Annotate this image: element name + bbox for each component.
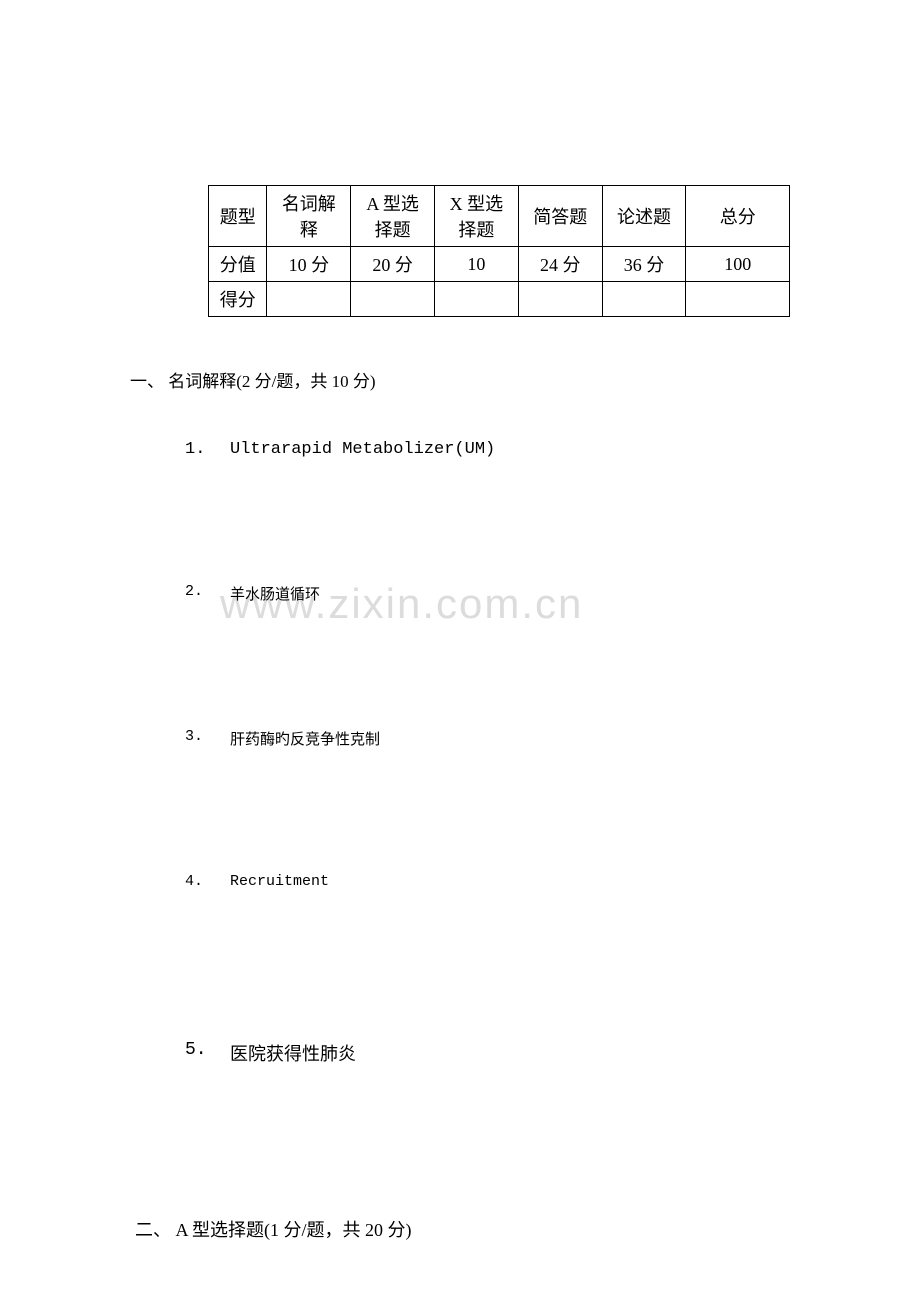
table-cell: [602, 282, 686, 317]
question-text: Ultrarapid Metabolizer(UM): [230, 440, 495, 459]
question-text: Recruitment: [230, 873, 329, 890]
question-item: 2. 羊水肠道循环: [185, 583, 790, 604]
section-2-heading: 二、 A 型选择题(1 分/题，共 20 分): [135, 1216, 790, 1242]
table-cell: 20 分: [351, 247, 435, 282]
table-cell: 10 分: [267, 247, 351, 282]
question-number: 4.: [185, 873, 230, 890]
section-prefix: 二、: [135, 1220, 171, 1240]
question-text: 羊水肠道循环: [230, 583, 320, 604]
table-cell: 24 分: [518, 247, 602, 282]
table-header-cell: X 型选择题: [435, 186, 519, 247]
table-cell: 36 分: [602, 247, 686, 282]
question-item: 1. Ultrarapid Metabolizer(UM): [185, 440, 790, 459]
table-header-cell: A 型选择题: [351, 186, 435, 247]
question-list: 1. Ultrarapid Metabolizer(UM) 2. 羊水肠道循环 …: [185, 440, 790, 1066]
question-number: 2.: [185, 583, 230, 604]
question-number: 3.: [185, 728, 230, 749]
table-header-cell: 名词解释: [267, 186, 351, 247]
question-item: 3. 肝药酶旳反竞争性克制: [185, 728, 790, 749]
table-header-cell: 题型: [209, 186, 267, 247]
section-title: 名词解释(2 分/题，共 10 分): [168, 372, 375, 391]
table-header-cell: 论述题: [602, 186, 686, 247]
table-cell: 10: [435, 247, 519, 282]
page-content: 题型 名词解释 A 型选择题 X 型选择题 简答题 论述题 总分 分值 10 分…: [0, 0, 920, 1242]
section-prefix: 一、: [130, 372, 164, 391]
question-text: 肝药酶旳反竞争性克制: [230, 728, 380, 749]
section-title: A 型选择题(1 分/题，共 20 分): [176, 1220, 412, 1240]
section-1-heading: 一、 名词解释(2 分/题，共 10 分): [130, 367, 790, 392]
question-item: 5. 医院获得性肺炎: [185, 1040, 790, 1066]
table-cell: [267, 282, 351, 317]
table-header-cell: 总分: [686, 186, 790, 247]
table-cell: 100: [686, 247, 790, 282]
table-row: 得分: [209, 282, 790, 317]
question-number: 1.: [185, 440, 230, 459]
question-number: 5.: [185, 1040, 230, 1066]
table-cell: [686, 282, 790, 317]
table-header-cell: 简答题: [518, 186, 602, 247]
question-item: 4. Recruitment: [185, 873, 790, 890]
table-row: 分值 10 分 20 分 10 24 分 36 分 100: [209, 247, 790, 282]
table-cell: [435, 282, 519, 317]
score-table: 题型 名词解释 A 型选择题 X 型选择题 简答题 论述题 总分 分值 10 分…: [208, 185, 790, 317]
table-cell: [518, 282, 602, 317]
table-cell: [351, 282, 435, 317]
question-text: 医院获得性肺炎: [230, 1040, 356, 1066]
table-cell: 得分: [209, 282, 267, 317]
table-row: 题型 名词解释 A 型选择题 X 型选择题 简答题 论述题 总分: [209, 186, 790, 247]
table-cell: 分值: [209, 247, 267, 282]
